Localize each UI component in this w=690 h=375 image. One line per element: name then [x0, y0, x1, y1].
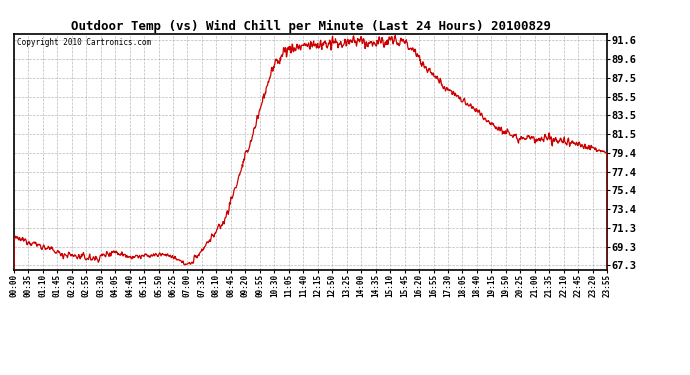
Title: Outdoor Temp (vs) Wind Chill per Minute (Last 24 Hours) 20100829: Outdoor Temp (vs) Wind Chill per Minute … — [70, 20, 551, 33]
Text: Copyright 2010 Cartronics.com: Copyright 2010 Cartronics.com — [17, 39, 151, 48]
